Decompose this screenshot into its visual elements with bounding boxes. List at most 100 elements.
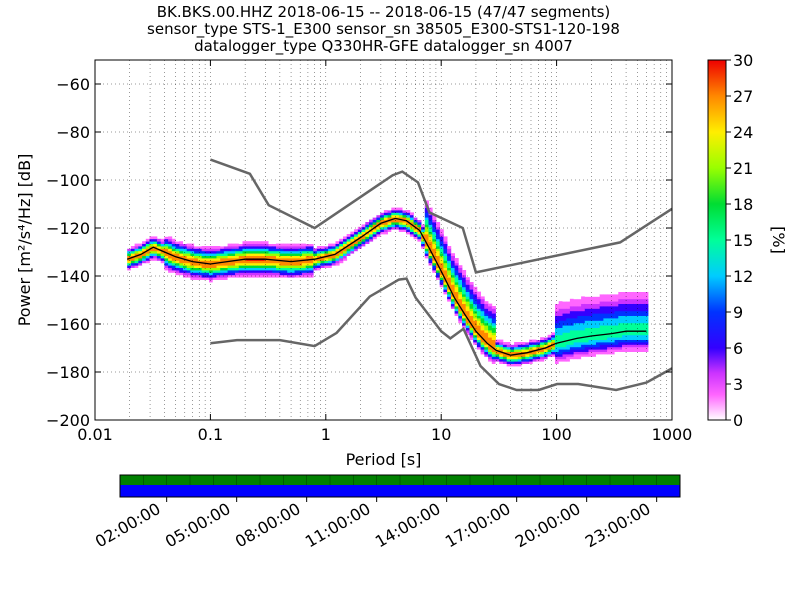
heatmap-cell — [469, 320, 474, 324]
heatmap-cell — [156, 243, 161, 247]
heatmap-cell — [421, 241, 426, 244]
heatmap-cell — [517, 356, 522, 360]
heatmap-cell — [596, 301, 601, 304]
time-tick-label: 23:00:00 — [582, 499, 654, 551]
heatmap-cell — [625, 289, 630, 292]
heatmap-cell — [558, 306, 563, 309]
heatmap-cell — [328, 262, 333, 266]
heatmap-cell — [231, 260, 236, 264]
heatmap-cell — [160, 241, 165, 244]
heatmap-cell — [484, 303, 489, 307]
heatmap-cell — [376, 222, 381, 225]
heatmap-cell — [555, 318, 560, 321]
heatmap-cell — [469, 282, 474, 285]
heatmap-cell — [569, 344, 574, 348]
heatmap-cell — [220, 267, 225, 271]
time-tick-label: 14:00:00 — [372, 499, 444, 551]
heatmap-cell — [644, 320, 649, 324]
heatmap-cell — [283, 258, 288, 261]
heatmap-cell — [588, 325, 593, 328]
heatmap-cell — [335, 260, 340, 264]
heatmap-cell — [168, 248, 173, 252]
heatmap-cell — [476, 315, 481, 319]
title-line-1: BK.BKS.00.HHZ 2018-06-15 -- 2018-06-15 (… — [156, 3, 611, 21]
heatmap-cell — [264, 270, 269, 273]
heatmap-cell — [346, 255, 351, 259]
heatmap-cell — [450, 253, 455, 256]
heatmap-cell — [484, 325, 489, 328]
heatmap-cell — [581, 351, 586, 355]
heatmap-cell — [417, 231, 422, 235]
heatmap-cell — [201, 265, 206, 268]
heatmap-cell — [276, 274, 281, 278]
heatmap-cell — [227, 274, 232, 278]
heatmap-cell — [421, 234, 426, 237]
heatmap-cell — [231, 270, 236, 273]
heatmap-cell — [183, 270, 188, 273]
heatmap-cell — [376, 217, 381, 220]
heatmap-cell — [465, 284, 470, 288]
heatmap-cell — [469, 308, 474, 312]
heatmap-cell — [194, 267, 199, 271]
heatmap-cell — [625, 346, 630, 350]
x-tick-label: 10 — [431, 425, 451, 444]
heatmap-cell — [406, 217, 411, 220]
heatmap-cell — [261, 248, 266, 252]
heatmap-cell — [160, 243, 165, 247]
heatmap-cell — [424, 258, 429, 261]
heatmap-cell — [525, 361, 530, 364]
heatmap-cell — [372, 231, 377, 235]
heatmap-cell — [499, 349, 504, 352]
heatmap-cell — [249, 255, 254, 259]
heatmap-cell — [473, 325, 478, 328]
heatmap-cell — [424, 214, 429, 218]
heatmap-cell — [436, 258, 441, 261]
heatmap-cell — [454, 270, 459, 273]
heatmap-cell — [383, 224, 388, 228]
heatmap-cell — [618, 306, 623, 309]
heatmap-cell — [361, 238, 366, 242]
heatmap-cell — [276, 262, 281, 266]
heatmap-cell — [603, 320, 608, 324]
heatmap-cell — [186, 265, 191, 268]
heatmap-cell — [543, 349, 548, 352]
heatmap-cell — [175, 248, 180, 252]
heatmap-cell — [127, 253, 132, 256]
heatmap-cell — [584, 332, 589, 336]
heatmap-cell — [502, 346, 507, 350]
heatmap-cell — [610, 349, 615, 352]
heatmap-cell — [257, 265, 262, 268]
heatmap-cell — [584, 313, 589, 316]
heatmap-cell — [476, 330, 481, 333]
heatmap-cell — [268, 272, 273, 276]
heatmap-cell — [465, 296, 470, 300]
heatmap-cell — [465, 303, 470, 307]
heatmap-cell — [506, 349, 511, 352]
heatmap-cell — [581, 318, 586, 321]
heatmap-cell — [391, 229, 396, 232]
heatmap-cell — [588, 298, 593, 302]
heatmap-cell — [488, 306, 493, 309]
heatmap-cell — [294, 243, 299, 247]
heatmap-cell — [179, 267, 184, 271]
heatmap-cell — [566, 298, 571, 302]
heatmap-cell — [272, 274, 277, 278]
heatmap-cell — [476, 342, 481, 345]
heatmap-cell — [555, 330, 560, 333]
heatmap-cell — [432, 250, 437, 254]
heatmap-cell — [510, 346, 515, 350]
heatmap-cell — [145, 258, 150, 261]
heatmap-cell — [614, 351, 619, 355]
heatmap-cell — [454, 262, 459, 266]
heatmap-cell — [383, 229, 388, 232]
heatmap-cell — [614, 308, 619, 312]
time-tick-label: 17:00:00 — [442, 499, 514, 551]
heatmap-cell — [450, 301, 455, 304]
heatmap-cell — [294, 250, 299, 254]
heatmap-cell — [607, 320, 612, 324]
heatmap-cell — [443, 294, 448, 297]
heatmap-cell — [372, 222, 377, 225]
heatmap-cell — [596, 315, 601, 319]
heatmap-cell — [581, 334, 586, 338]
heatmap-cell — [465, 282, 470, 285]
